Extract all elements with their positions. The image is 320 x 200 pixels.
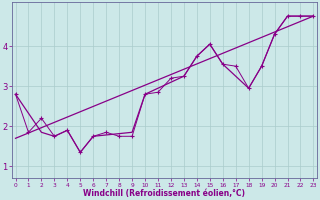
X-axis label: Windchill (Refroidissement éolien,°C): Windchill (Refroidissement éolien,°C): [84, 189, 245, 198]
